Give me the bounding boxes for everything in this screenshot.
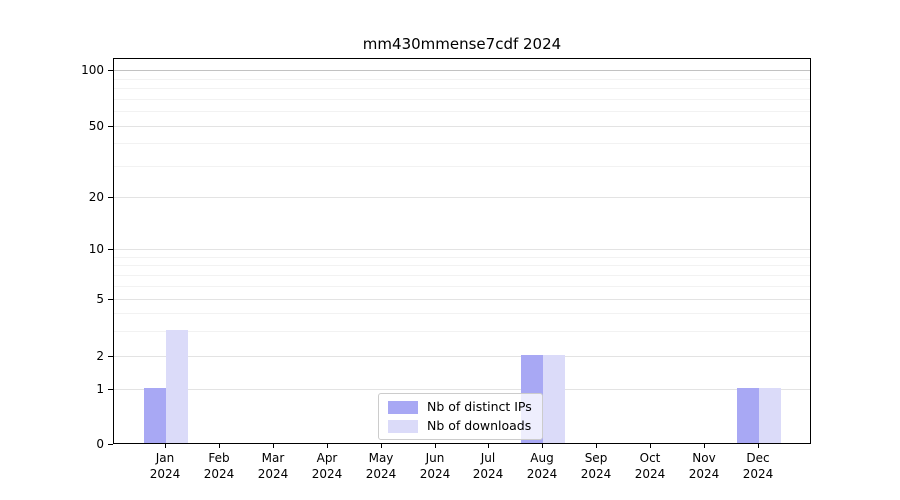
legend-swatch-distinct-ips-icon — [388, 400, 418, 414]
y-tick-mark — [108, 389, 113, 390]
gridline — [114, 389, 810, 390]
x-tick-mark — [704, 444, 705, 448]
bar-jan-downloads — [166, 330, 188, 443]
y-tick-label: 100 — [81, 63, 104, 77]
x-tick-mark — [488, 444, 489, 448]
y-tick-label: 5 — [96, 292, 104, 306]
y-tick-mark — [108, 444, 113, 445]
gridline — [114, 197, 810, 198]
bar-jan-distinct-ips — [144, 388, 166, 443]
chart-title: mm430mmense7cdf 2024 — [362, 35, 562, 53]
y-tick-mark — [108, 299, 113, 300]
x-tick-mark — [165, 444, 166, 448]
gridline — [114, 257, 810, 258]
y-tick-label: 0 — [96, 437, 104, 451]
gridline — [114, 356, 810, 357]
y-tick-mark — [108, 70, 113, 71]
y-tick-label: 50 — [88, 119, 104, 133]
x-tick-mark — [435, 444, 436, 448]
x-tick-label: Apr 2024 — [311, 451, 343, 481]
x-tick-label: Oct 2024 — [634, 451, 666, 481]
legend-item-distinct-ips: Nb of distinct IPs — [388, 399, 532, 415]
gridline — [114, 313, 810, 314]
gridline — [114, 88, 810, 89]
x-tick-label: Jan 2024 — [149, 451, 181, 481]
y-tick-mark — [108, 197, 113, 198]
gridline — [114, 331, 810, 332]
y-tick-label: 20 — [88, 190, 104, 204]
x-tick-label: Dec 2024 — [742, 451, 774, 481]
y-tick-label: 1 — [96, 382, 104, 396]
gridline — [114, 249, 810, 250]
gridline — [114, 299, 810, 300]
x-tick-label: Jun 2024 — [419, 451, 451, 481]
legend-label-downloads: Nb of downloads — [427, 418, 532, 433]
gridline — [114, 286, 810, 287]
x-tick-mark — [650, 444, 651, 448]
bar-dec-downloads — [759, 388, 781, 443]
gridline — [114, 143, 810, 144]
y-tick-mark — [108, 356, 113, 357]
y-tick-mark — [108, 126, 113, 127]
x-tick-label: Jul 2024 — [472, 451, 504, 481]
legend-swatch-downloads-icon — [388, 419, 418, 433]
gridline — [114, 166, 810, 167]
x-tick-mark — [219, 444, 220, 448]
bar-dec-distinct-ips — [737, 388, 759, 443]
x-tick-mark — [327, 444, 328, 448]
y-tick-label: 2 — [96, 349, 104, 363]
gridline — [114, 79, 810, 80]
x-tick-mark — [542, 444, 543, 448]
legend: Nb of distinct IPs Nb of downloads — [378, 393, 543, 440]
plot-area: Nb of distinct IPs Nb of downloads — [113, 58, 811, 444]
x-tick-label: May 2024 — [365, 451, 397, 481]
gridline — [114, 265, 810, 266]
bar-aug-downloads — [543, 355, 565, 443]
x-tick-label: Aug 2024 — [526, 451, 558, 481]
gridline — [114, 111, 810, 112]
gridline — [114, 275, 810, 276]
x-tick-mark — [596, 444, 597, 448]
x-tick-mark — [273, 444, 274, 448]
gridline — [114, 99, 810, 100]
x-tick-label: Nov 2024 — [688, 451, 720, 481]
x-tick-label: Sep 2024 — [580, 451, 612, 481]
gridline — [114, 70, 810, 71]
gridline — [114, 126, 810, 127]
x-tick-mark — [381, 444, 382, 448]
x-tick-label: Mar 2024 — [257, 451, 289, 481]
legend-label-distinct-ips: Nb of distinct IPs — [427, 399, 532, 414]
y-tick-mark — [108, 249, 113, 250]
x-tick-mark — [758, 444, 759, 448]
y-tick-label: 10 — [88, 242, 104, 256]
x-tick-label: Feb 2024 — [203, 451, 235, 481]
legend-item-downloads: Nb of downloads — [388, 418, 532, 434]
